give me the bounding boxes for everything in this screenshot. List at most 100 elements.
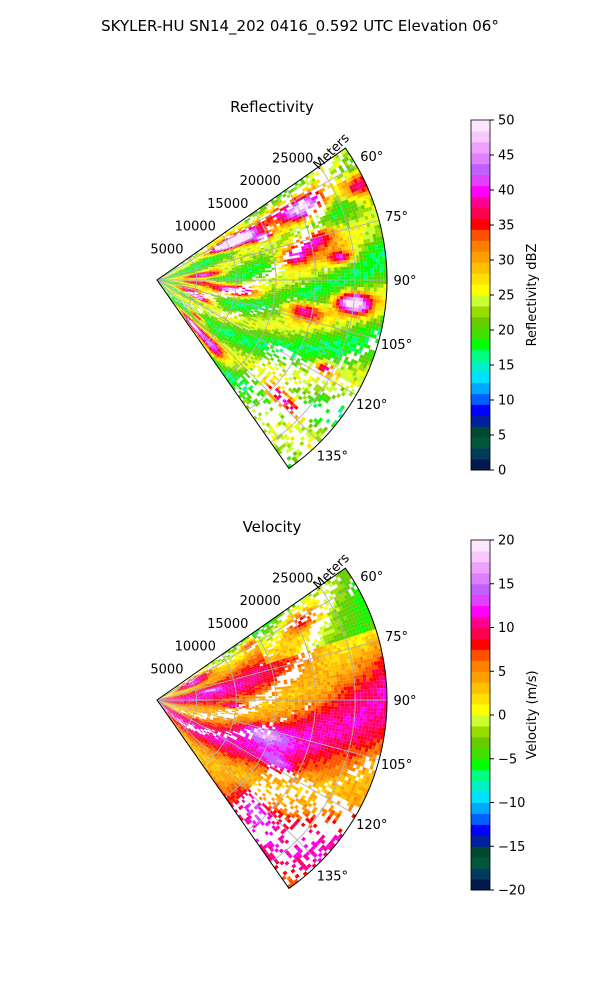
radar-gate [347,313,352,318]
radar-gate [173,281,177,283]
radar-gate [202,270,206,273]
radar-gate [344,191,350,196]
radar-gate [303,327,307,332]
radar-gate [210,349,214,354]
radar-gate [192,285,197,287]
radar-gate [288,305,293,309]
radar-gate [366,317,371,322]
radar-gate [223,308,227,311]
radar-gate [344,199,349,204]
radar-gate [230,235,235,239]
radar-gate [166,277,170,279]
radar-gate [225,233,230,237]
radar-gate [347,283,351,287]
radar-gate [181,301,184,305]
radar-gate [254,295,258,298]
radar-gate [261,268,266,271]
radar-gate [176,306,179,310]
radar-gate [181,262,185,265]
radar-gate [228,303,232,306]
radar-gate [196,262,200,265]
radar-gate [304,290,308,294]
radar-gate [204,267,209,269]
radar-gate [326,338,331,343]
radar-gate [231,353,235,357]
radar-gate [281,250,286,254]
radar-gate [258,344,263,349]
radar-gate [212,287,216,290]
radar-gate [284,270,289,274]
radar-gate [215,270,219,272]
radar-gate [327,280,332,284]
radar-gate [354,337,360,342]
radar-gate [234,314,239,318]
radar-gate [232,238,237,242]
radar-gate [274,337,279,342]
radar-gate [317,203,323,208]
radar-gate [257,412,263,417]
radar-gate [247,238,251,242]
radar-gate [202,287,206,290]
radar-gate [366,298,370,303]
radar-gate [167,287,171,290]
radar-gate [313,353,318,358]
radar-gate [259,255,264,259]
radar-gate [286,215,292,219]
radar-gate [327,310,332,314]
radar-gate [185,315,189,319]
radar-gate [194,315,198,319]
radar-gate [307,290,312,294]
radar-gate [183,282,187,284]
radar-gate [234,328,238,332]
radar-gate [166,281,170,283]
radar-gate [303,352,308,357]
radar-gate [309,200,314,206]
radar-gate [266,243,271,247]
radar-gate [174,294,178,297]
radar-gate [242,350,247,354]
radar-gate [288,286,292,290]
radar-gate [271,220,276,224]
radar-gate [212,288,216,291]
radar-gate [241,221,246,225]
radar-gate [167,292,170,296]
radar-gate [347,280,351,284]
radar-gate [228,253,232,256]
radar-gate [315,341,320,346]
radar-gate [285,249,289,253]
radar-gate [289,303,293,307]
radar-gate [235,344,239,348]
radar-gate [223,337,228,341]
radar-gate [361,323,366,329]
radar-gate [360,243,365,248]
radar-gate [172,272,176,275]
radar-gate [335,352,340,358]
radar-gate [198,251,202,254]
radar-gate [209,281,213,283]
radar-gate [306,337,311,342]
radar-gate [277,421,283,426]
radar-gate [169,295,172,298]
radar-gate [290,265,295,269]
radar-gate [224,371,229,376]
radar-gate [292,343,297,348]
radar-gate [185,288,189,291]
radar-gate [326,240,331,244]
radar-gate [240,239,245,243]
radar-gate [335,202,340,208]
radar-gate [338,250,343,255]
radar-gate [279,340,284,345]
radar-gate [227,365,231,370]
radar-gate [267,429,272,435]
radar-gate [238,314,242,318]
radar-gate [249,235,254,239]
radar-gate [317,402,323,408]
radar-gate [177,268,182,271]
radar-gate [264,410,269,416]
radar-gate [288,217,293,222]
radar-gate [234,380,238,385]
radar-gate [187,309,191,312]
radar-gate [315,190,320,196]
radar-gate [244,342,249,346]
radar-gate [270,235,275,239]
